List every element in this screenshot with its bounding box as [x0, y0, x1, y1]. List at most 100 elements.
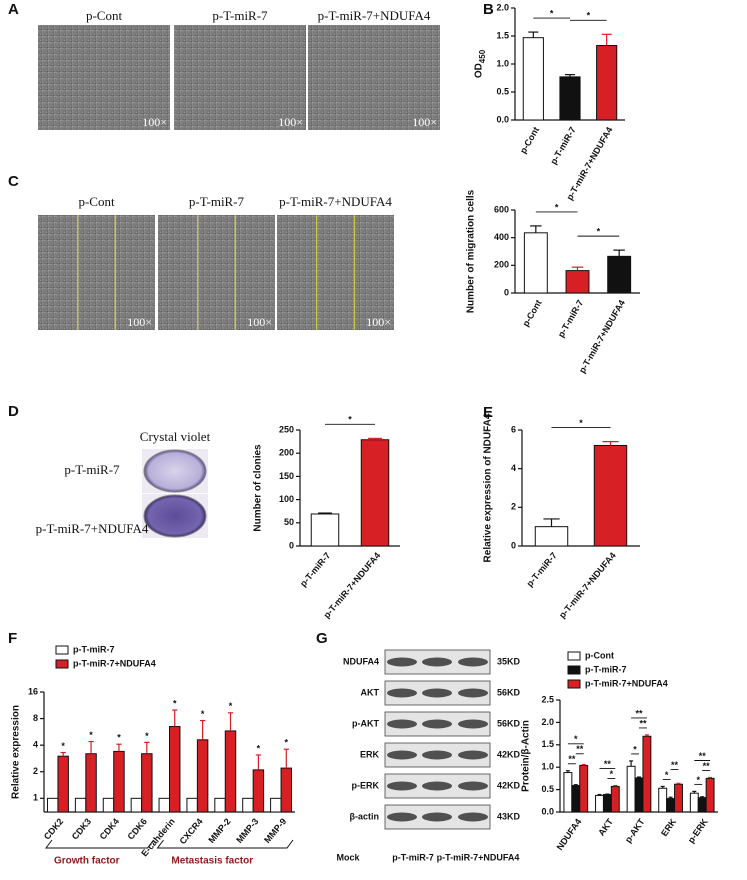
significance-label: * — [610, 769, 614, 779]
significance-label: * — [550, 8, 554, 18]
bar — [85, 753, 97, 813]
size-label: 43KD — [497, 811, 521, 821]
significance-label: ** — [671, 760, 679, 770]
x-tick-label: CDK6 — [126, 816, 149, 841]
micrograph — [38, 215, 155, 330]
size-label: 56KD — [497, 687, 521, 697]
y-tick-label: 250 — [279, 424, 294, 434]
bar — [534, 526, 569, 547]
x-tick-label: p-AKT — [623, 816, 647, 844]
y-axis-label: Number of migration cells — [466, 189, 477, 313]
bar — [626, 765, 636, 813]
y-tick-label: 8 — [33, 713, 38, 723]
significance-label: ** — [703, 761, 711, 771]
bar — [169, 726, 181, 813]
bar — [57, 755, 69, 813]
y-axis-label: Relative expression of NDUFA4 — [483, 413, 494, 562]
bar — [360, 439, 390, 547]
dish — [143, 449, 207, 493]
x-tick-label: p-T-miR-7+NDUFA4 — [321, 550, 382, 620]
y-tick-label: 6 — [511, 424, 516, 434]
y-tick-label: 0.5 — [541, 784, 554, 794]
significance-label: ** — [568, 754, 576, 764]
x-tick-label: CDK2 — [42, 816, 65, 841]
bar — [697, 797, 707, 813]
y-tick-label: 200 — [494, 260, 509, 270]
bar — [224, 730, 237, 813]
group-label: Growth factor — [54, 856, 120, 867]
scale-label: 100× — [247, 315, 272, 329]
bar — [689, 792, 699, 813]
significance-label: * — [229, 701, 233, 711]
bar — [642, 735, 652, 813]
image-caption: p-T-miR-7 — [212, 8, 268, 23]
significance-label: ** — [604, 759, 612, 769]
significance-label: * — [574, 734, 578, 744]
significance-label: ** — [699, 751, 707, 761]
image-title: Crystal violet — [140, 429, 211, 444]
bar — [214, 797, 226, 813]
significance-label: * — [696, 775, 700, 785]
y-tick-label: 0 — [504, 287, 509, 297]
y-tick-label: 2.5 — [541, 694, 554, 704]
x-tick-label: p-T-miR-7 — [298, 550, 332, 588]
x-tick-label: MMP-3 — [234, 816, 260, 845]
bar — [658, 787, 668, 813]
y-tick-label: 0.0 — [496, 114, 509, 124]
image-caption: p-Cont — [86, 8, 123, 23]
y-tick-label: 400 — [494, 232, 509, 242]
panel-label: F — [8, 630, 17, 647]
bar — [579, 764, 589, 813]
protein-label: p-ERK — [352, 780, 380, 790]
bar — [252, 769, 265, 813]
significance-label: ** — [635, 708, 643, 718]
y-tick-label: 0.5 — [496, 86, 509, 96]
blot-band — [458, 688, 488, 698]
significance-label: * — [597, 226, 601, 236]
bar — [102, 797, 115, 813]
y-tick-label: 1 — [33, 793, 38, 803]
micrograph — [174, 25, 306, 130]
y-axis-label: Protein/β-Actin — [521, 720, 532, 792]
legend-label: p-T-miR-7+NDUFA4 — [585, 678, 668, 688]
micrograph — [308, 25, 440, 130]
scale-label: 100× — [366, 315, 391, 329]
bar — [593, 444, 628, 547]
y-tick-label: 2.0 — [541, 717, 554, 727]
protein-label: AKT — [361, 687, 380, 697]
lane-label: Mock — [336, 852, 360, 862]
blot-band — [422, 657, 452, 667]
legend-label: p-T-miR-7 — [73, 644, 115, 654]
significance-label: * — [145, 731, 149, 741]
group-bracket — [45, 839, 154, 849]
significance-label: * — [89, 730, 93, 740]
y-tick-label: 600 — [494, 204, 509, 214]
micrograph — [38, 25, 170, 130]
y-tick-label: 1.5 — [541, 739, 554, 749]
y-tick-label: 50 — [284, 517, 294, 527]
bar — [242, 797, 254, 813]
x-tick-label: MMP-9 — [262, 816, 288, 845]
y-tick-label: 1.0 — [496, 58, 509, 68]
blot-band — [387, 688, 417, 698]
x-tick-label: p-Cont — [520, 298, 543, 328]
y-tick-label: 1.0 — [541, 762, 554, 772]
bar — [674, 783, 683, 813]
bar — [186, 797, 198, 813]
image-caption: p-T-miR-7+NDUFA4 — [279, 194, 392, 209]
scale-label: 100× — [142, 115, 167, 129]
y-tick-label: 0 — [511, 540, 516, 550]
protein-label: β-actin — [350, 811, 380, 821]
bar — [130, 797, 143, 813]
bar — [523, 232, 548, 294]
blot-band — [458, 750, 488, 760]
significance-label: * — [555, 202, 559, 212]
significance-label: * — [173, 698, 177, 708]
image-caption: p-T-miR-7+NDUFA4 — [318, 8, 431, 23]
legend-swatch — [567, 651, 581, 661]
y-tick-label: 16 — [28, 686, 38, 696]
legend-label: p-T-miR-7 — [585, 664, 627, 674]
panel-label: D — [8, 403, 19, 420]
bar — [602, 794, 612, 813]
size-label: 42KD — [497, 780, 521, 790]
